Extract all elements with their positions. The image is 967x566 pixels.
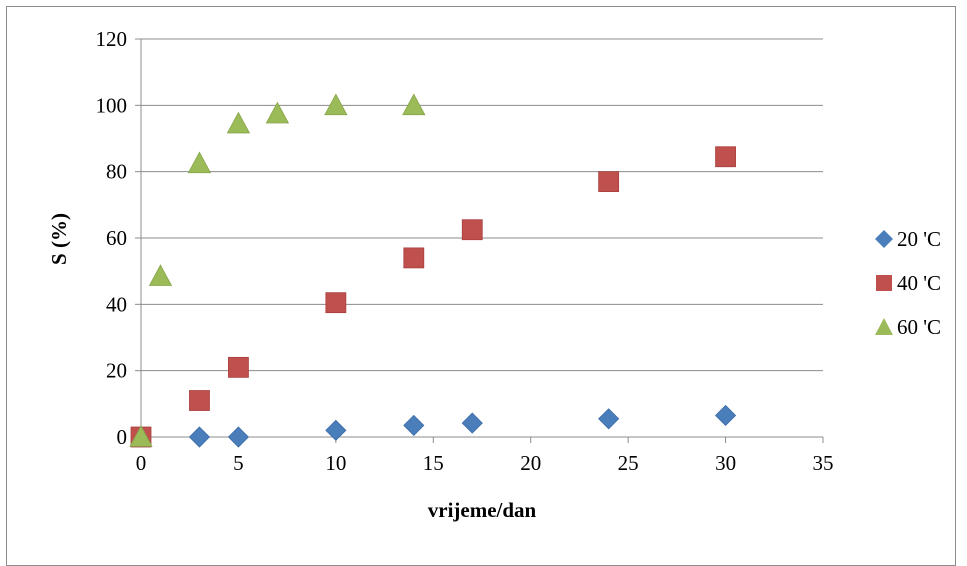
series-triangle xyxy=(129,93,426,447)
legend-item: 40 'C xyxy=(876,271,941,295)
x-tick-label: 20 xyxy=(520,451,541,475)
chart-frame xyxy=(6,6,956,566)
y-tick-label: 60 xyxy=(106,226,127,250)
legend-label: 40 'C xyxy=(897,271,941,295)
data-point-diamond xyxy=(188,426,211,448)
y-tick-label: 80 xyxy=(106,160,127,184)
gridlines xyxy=(141,38,823,372)
data-point-square xyxy=(715,146,736,168)
data-point-diamond xyxy=(403,414,425,436)
scatter-chart: 0 20 40 60 80 100 120 0 5 10 15 20 25 30 35 vrijeme/d… xyxy=(47,27,941,522)
data-point-diamond xyxy=(227,426,249,448)
data-points xyxy=(129,93,737,448)
data-point-triangle xyxy=(129,425,153,447)
y-tick-labels: 0 20 40 60 80 100 120 xyxy=(96,27,128,449)
data-point-triangle xyxy=(265,101,290,124)
x-tick-label: 5 xyxy=(233,451,244,475)
x-tick-labels: 0 5 10 15 20 25 30 35 xyxy=(136,451,834,475)
data-point-triangle xyxy=(226,111,251,134)
data-point-square xyxy=(403,247,425,269)
data-point-square xyxy=(598,171,620,193)
x-tick-label: 35 xyxy=(813,451,834,475)
data-point-square xyxy=(189,390,210,411)
x-tick-label: 30 xyxy=(715,451,736,475)
legend-marker xyxy=(876,275,892,291)
data-point-diamond xyxy=(325,419,347,441)
x-tick-label: 25 xyxy=(618,451,639,475)
legend-marker xyxy=(875,230,893,248)
data-point-triangle xyxy=(324,93,348,116)
axes xyxy=(135,38,824,443)
y-tick-label: 100 xyxy=(96,93,128,117)
data-point-triangle xyxy=(148,264,173,286)
y-tick-label: 20 xyxy=(106,359,127,383)
legend: 20 'C 40 'C 60 'C xyxy=(875,227,941,339)
y-tick-label: 120 xyxy=(96,27,128,51)
legend-label: 60 'C xyxy=(897,315,941,339)
x-tick-label: 10 xyxy=(325,451,346,475)
data-point-diamond xyxy=(461,412,483,434)
series-square xyxy=(130,146,736,448)
data-point-diamond xyxy=(715,404,737,427)
legend-marker xyxy=(875,318,893,335)
data-point-triangle xyxy=(187,151,212,174)
y-tick-label: 40 xyxy=(106,292,127,316)
data-point-square xyxy=(325,292,347,314)
data-point-diamond xyxy=(598,408,620,430)
data-point-triangle xyxy=(402,93,426,116)
data-point-square xyxy=(228,356,249,378)
y-axis-title: S (%) xyxy=(47,213,71,265)
legend-item: 20 'C xyxy=(875,227,941,251)
x-tick-label: 15 xyxy=(423,451,444,475)
y-tick-label: 0 xyxy=(117,425,128,449)
data-point-square xyxy=(461,219,483,241)
x-tick-label: 0 xyxy=(136,451,147,475)
x-axis-title: vrijeme/dan xyxy=(428,498,537,522)
legend-item: 60 'C xyxy=(875,315,941,339)
legend-label: 20 'C xyxy=(897,227,941,251)
